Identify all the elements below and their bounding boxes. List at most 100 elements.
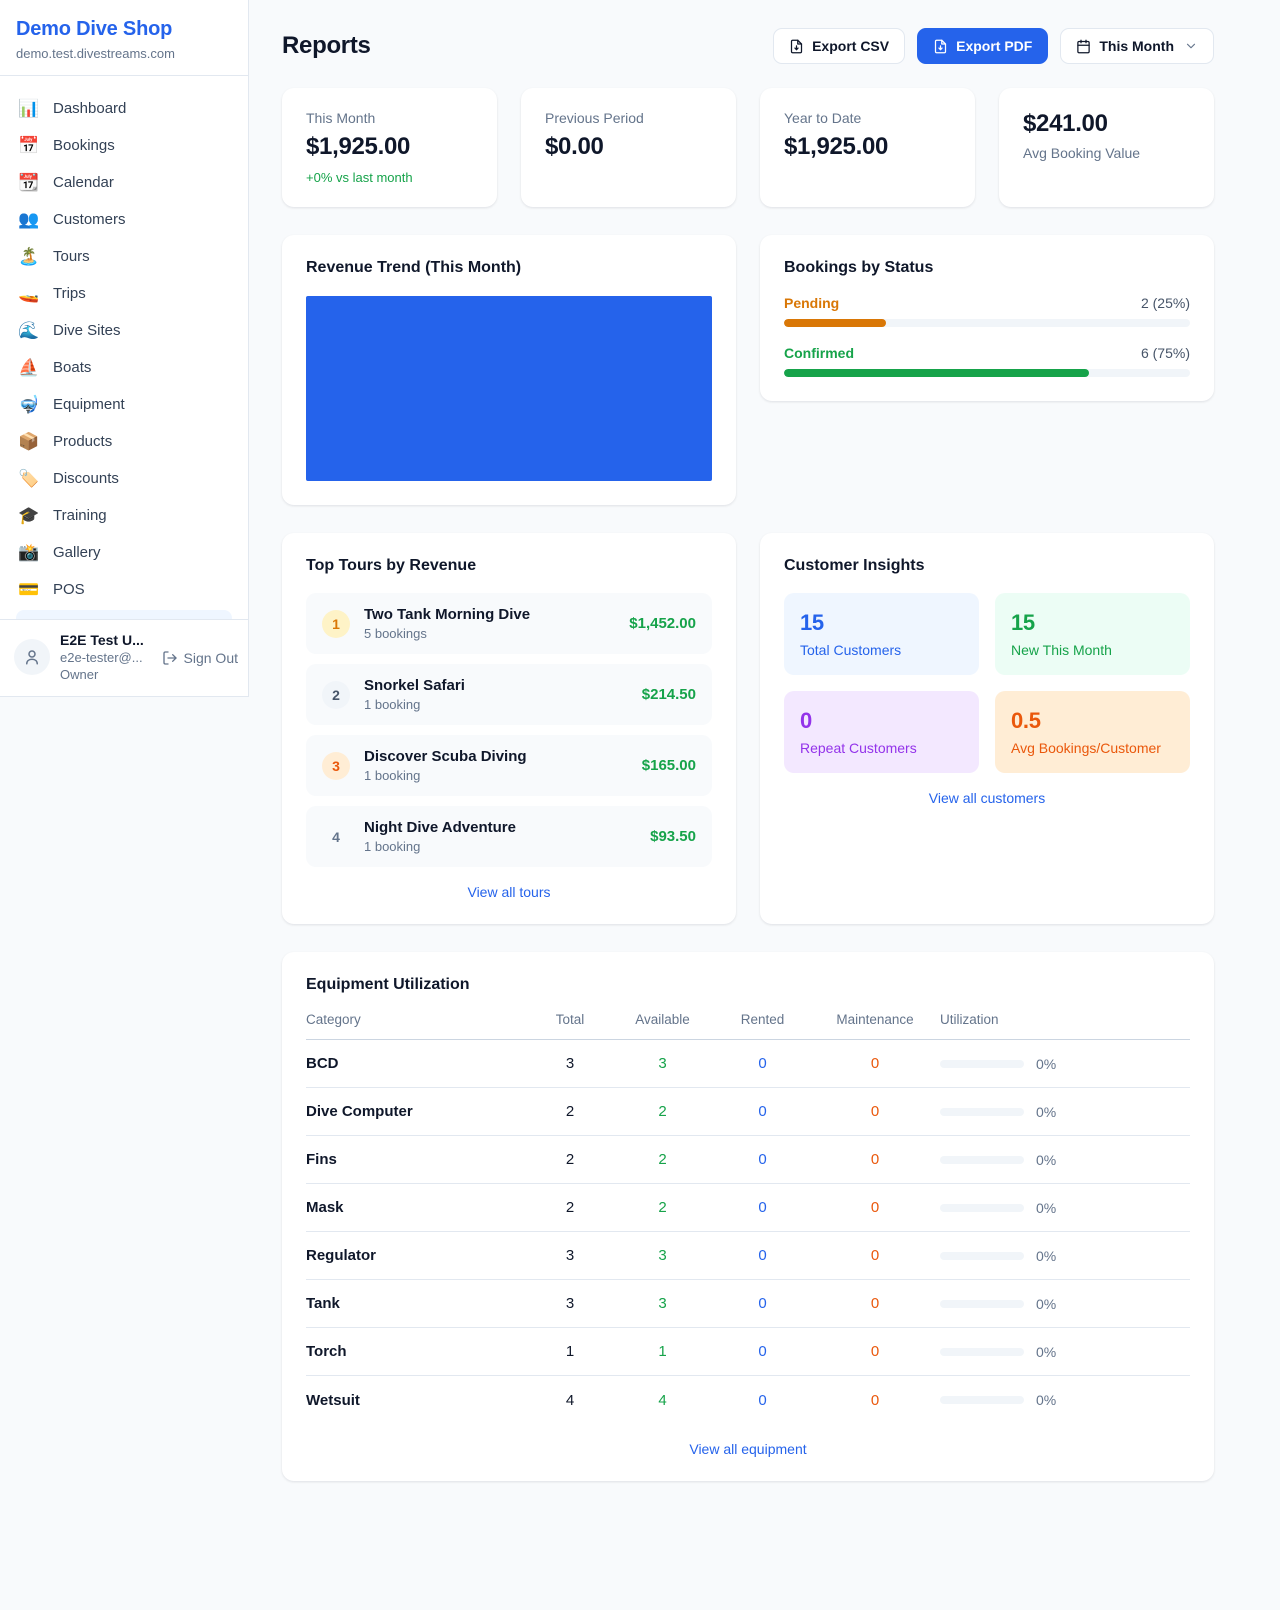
person-icon [26,650,38,665]
insight-value: 15 [800,610,824,635]
tour-row: 4 Night Dive Adventure 1 booking $93.50 [306,806,712,867]
stat-value: $241.00 [1023,110,1108,137]
sidebar-item-label: Boats [53,359,92,376]
chevron-down-icon [1184,39,1198,53]
equipment-total: 2 [565,1103,575,1120]
status-row-pending: Pending 2 (25%) [784,295,1190,327]
status-bar-fill [784,319,886,327]
equipment-rented: 0 [758,1055,767,1072]
view-all-customers-link[interactable]: View all customers [928,790,1046,806]
equipment-rented: 0 [758,1343,767,1360]
equipment-utilization-cell: 0% [940,1104,1190,1120]
utilization-percent: 0% [1036,1103,1057,1120]
sidebar-user-section: E2E Test U... e2e-tester@... Owner Sign … [0,619,248,696]
sidebar-item-gallery[interactable]: 📸 Gallery [8,534,240,571]
utilization-bar [940,1347,1024,1356]
export-pdf-button[interactable]: Export PDF [917,28,1049,64]
tour-bookings: 1 booking [364,697,421,712]
sidebar-header: Demo Dive Shop demo.test.divestreams.com [0,0,248,76]
speedboat-icon: 🚤 [18,284,40,303]
sidebar-item-equipment[interactable]: 🤿 Equipment [8,386,240,423]
utilization-percent: 0% [1036,1199,1057,1216]
sidebar-item-pos[interactable]: 💳 POS [8,571,240,608]
equipment-category: Regulator [306,1247,377,1264]
equipment-maintenance: 0 [870,1343,880,1360]
stat-delta: +0% vs last month [306,170,413,185]
utilization-percent: 0% [1036,1151,1057,1168]
tour-bookings: 1 booking [364,768,421,783]
customer-insights-title: Customer Insights [784,557,925,574]
table-row: Wetsuit 4 4 0 0 0% [306,1376,1190,1424]
sidebar-item-products[interactable]: 📦 Products [8,423,240,460]
sidebar-item-boats[interactable]: ⛵ Boats [8,349,240,386]
status-count: 6 (75%) [1140,345,1190,361]
sign-out-label: Sign Out [183,650,238,666]
period-label: This Month [1099,38,1174,54]
header-actions: Export CSV Export PDF [773,28,1214,64]
equipment-utilization-panel: Equipment Utilization Category Total Ava… [282,952,1214,1481]
insight-label: Repeat Customers [800,740,917,756]
stat-label: This Month [306,110,376,126]
stat-card-year-to-date: Year to Date $1,925.00 [760,88,975,207]
wave-icon: 🌊 [18,321,40,340]
equipment-available: 2 [658,1103,667,1120]
sign-out-button[interactable]: Sign Out [162,650,238,666]
island-icon: 🏝️ [18,247,40,266]
equipment-maintenance: 0 [870,1151,880,1168]
status-bar-track [784,319,1190,327]
table-row: Regulator 3 3 0 0 0% [306,1232,1190,1280]
customer-insights-panel: Customer Insights 15 Total Customers 15 … [760,533,1214,924]
equipment-available: 3 [658,1295,667,1312]
sidebar-item-reports-partial[interactable] [16,610,232,619]
calendar-icon: 📆 [18,173,40,192]
tour-revenue: $93.50 [650,828,696,845]
utilization-bar [940,1107,1024,1116]
equipment-utilization-cell: 0% [940,1056,1190,1072]
rank-badge: 3 [322,751,350,780]
stat-value: $1,925.00 [306,133,411,160]
export-csv-button[interactable]: Export CSV [773,28,906,64]
period-dropdown[interactable]: This Month [1060,28,1214,64]
sidebar-item-label: Gallery [53,544,101,561]
view-all-tours-link[interactable]: View all tours [467,884,551,900]
rank-badge: 1 [322,609,350,638]
sidebar-item-trips[interactable]: 🚤 Trips [8,275,240,312]
sidebar-item-label: Equipment [53,396,125,413]
stat-label: Previous Period [545,110,644,126]
sidebar-item-label: Calendar [53,174,114,191]
revenue-trend-chart [306,296,712,481]
equipment-category: Mask [306,1199,344,1216]
sidebar-item-calendar[interactable]: 📆 Calendar [8,164,240,201]
sidebar-item-label: Customers [53,211,126,228]
graduation-cap-icon: 🎓 [18,506,40,525]
sidebar-item-label: Bookings [53,137,115,154]
sidebar-item-dive-sites[interactable]: 🌊 Dive Sites [8,312,240,349]
equipment-category: Dive Computer [306,1103,413,1120]
stats-row: This Month $1,925.00 +0% vs last month P… [282,88,1214,207]
bookings-by-status-title: Bookings by Status [784,259,934,276]
sidebar-item-bookings[interactable]: 📅 Bookings [8,127,240,164]
sidebar-item-customers[interactable]: 👥 Customers [8,201,240,238]
tour-list: 1 Two Tank Morning Dive 5 bookings $1,45… [306,593,712,867]
sidebar-item-label: Dashboard [53,100,127,117]
equipment-utilization-cell: 0% [940,1200,1190,1216]
stat-card-this-month: This Month $1,925.00 +0% vs last month [282,88,497,207]
insight-value: 0 [800,708,812,733]
insight-tile-repeat-customers: 0 Repeat Customers [784,691,979,773]
insights-row: Top Tours by Revenue 1 Two Tank Morning … [282,533,1214,924]
table-row: Tank 3 3 0 0 0% [306,1280,1190,1328]
sidebar-item-dashboard[interactable]: 📊 Dashboard [8,90,240,127]
sailboat-icon: ⛵ [18,358,40,377]
export-file-icon [789,39,804,54]
equipment-maintenance: 0 [870,1199,880,1216]
sidebar-item-discounts[interactable]: 🏷️ Discounts [8,460,240,497]
column-header-total: Total [555,1012,585,1027]
equipment-rented: 0 [758,1295,767,1312]
status-bar-fill [784,369,1089,377]
sidebar-item-training[interactable]: 🎓 Training [8,497,240,534]
stat-label: Year to Date [784,110,862,126]
equipment-rented: 0 [758,1199,767,1216]
view-all-equipment-link[interactable]: View all equipment [689,1441,807,1457]
sidebar-item-tours[interactable]: 🏝️ Tours [8,238,240,275]
insight-tile-total-customers: 15 Total Customers [784,593,979,675]
